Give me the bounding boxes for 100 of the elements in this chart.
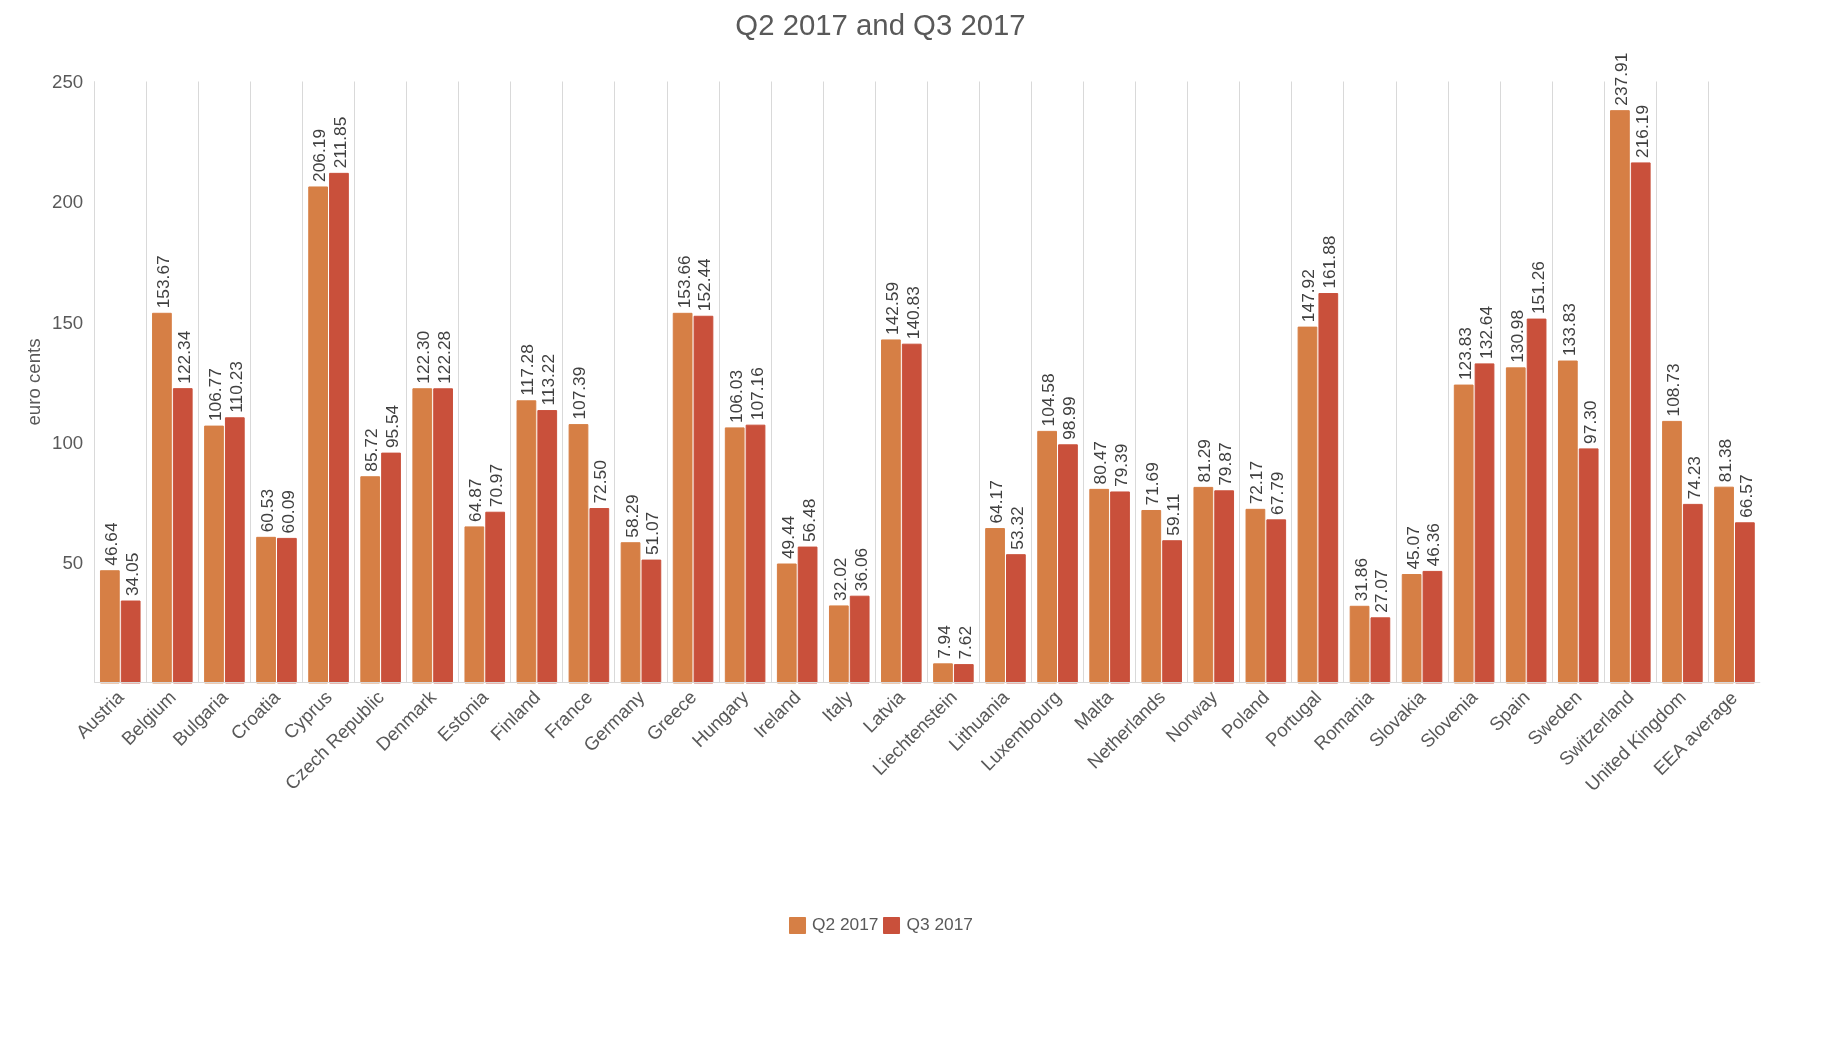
- data-label: 140.83: [902, 286, 923, 340]
- data-label: 71.69: [1142, 462, 1163, 506]
- bar: [776, 563, 797, 684]
- data-label: 72.50: [590, 460, 611, 504]
- bar: [204, 425, 224, 684]
- data-label: 64.17: [986, 480, 1007, 524]
- data-label: 80.47: [1090, 440, 1111, 485]
- data-label: 107.16: [746, 367, 767, 421]
- data-label: 106.77: [204, 368, 225, 422]
- y-tick-label: 100: [52, 431, 84, 453]
- bar: [1714, 486, 1734, 684]
- bar: [1662, 420, 1682, 684]
- bar: [1058, 444, 1078, 684]
- data-label: 46.36: [1423, 523, 1444, 567]
- data-label: 7.94: [933, 624, 954, 659]
- data-label: 161.88: [1319, 235, 1340, 289]
- bar: [1214, 490, 1235, 684]
- data-label: 147.92: [1298, 269, 1319, 323]
- data-label: 79.87: [1215, 442, 1236, 486]
- data-label: 72.17: [1246, 460, 1267, 505]
- data-label: 122.28: [434, 330, 455, 384]
- data-label: 153.67: [152, 255, 173, 309]
- data-label: 64.87: [465, 478, 486, 522]
- data-label: 216.19: [1631, 104, 1652, 158]
- data-label: 58.29: [621, 494, 642, 538]
- bar: [433, 388, 453, 684]
- data-label: 59.11: [1163, 493, 1184, 536]
- bar: [1006, 554, 1026, 684]
- bar: [568, 424, 589, 684]
- data-label: 27.07: [1371, 569, 1392, 613]
- bar: [256, 536, 276, 684]
- data-label: 67.79: [1267, 471, 1288, 515]
- bar: [797, 546, 818, 684]
- data-label: 32.02: [829, 557, 850, 601]
- bar: [672, 312, 693, 684]
- data-label: 133.83: [1558, 303, 1579, 357]
- data-label: 211.85: [329, 116, 350, 169]
- data-label: 152.44: [694, 257, 715, 312]
- data-label: 110.23: [225, 361, 246, 413]
- data-label: 81.38: [1715, 438, 1736, 483]
- bar: [412, 388, 433, 684]
- data-label: 74.23: [1683, 456, 1704, 500]
- bar: [485, 511, 506, 684]
- bar: [724, 427, 745, 684]
- bar: [1578, 448, 1599, 684]
- bar: [1401, 574, 1422, 684]
- data-label: 36.06: [850, 547, 871, 592]
- data-label: 79.39: [1111, 443, 1132, 487]
- bar: [1089, 488, 1110, 684]
- bar: [641, 559, 662, 684]
- bar: [464, 526, 485, 684]
- data-label: 81.29: [1194, 439, 1215, 483]
- bar: [1037, 430, 1057, 684]
- legend-label: Q2 2017: [812, 914, 879, 935]
- data-label: 123.83: [1454, 327, 1475, 381]
- data-label: 95.54: [382, 404, 403, 449]
- data-label: 106.03: [725, 369, 746, 423]
- bar: [953, 664, 974, 684]
- bar: [277, 537, 297, 684]
- data-label: 122.30: [413, 330, 434, 384]
- bar: [1162, 540, 1182, 684]
- y-tick-label: 200: [52, 191, 84, 213]
- bar: [985, 528, 1005, 684]
- x-tick-label: Italy: [817, 686, 858, 726]
- data-label: 98.99: [1058, 396, 1079, 440]
- bar: [1297, 326, 1318, 684]
- bar: [1474, 363, 1495, 684]
- bar: [1526, 318, 1547, 684]
- bar: [381, 452, 401, 684]
- data-label: 206.19: [309, 128, 330, 182]
- bar: [620, 542, 641, 684]
- bar: [1557, 360, 1578, 684]
- data-label: 108.73: [1662, 363, 1683, 417]
- data-label: 113.22: [538, 353, 559, 406]
- bar: [1735, 522, 1755, 684]
- data-label: 51.07: [642, 511, 663, 556]
- bar: [1349, 605, 1370, 684]
- bar: [849, 595, 870, 684]
- data-label: 151.26: [1527, 261, 1548, 315]
- bar: [1422, 570, 1443, 684]
- data-label: 237.91: [1610, 52, 1631, 106]
- chart-title: Q2 2017 and Q3 2017: [735, 7, 1026, 41]
- legend-label: Q3 2017: [906, 914, 973, 935]
- bar: [1318, 293, 1339, 684]
- bar: [745, 424, 766, 684]
- data-label: 130.98: [1506, 309, 1527, 363]
- bar: [1193, 486, 1214, 684]
- y-axis-title: euro cents: [23, 338, 45, 426]
- data-label: 117.28: [517, 344, 538, 396]
- bar: [1370, 617, 1391, 684]
- bar: [881, 339, 901, 684]
- bar: [516, 400, 537, 684]
- data-label: 7.62: [954, 625, 975, 660]
- bar: [1266, 519, 1287, 684]
- bar: [224, 417, 245, 684]
- bar: [1682, 503, 1703, 684]
- data-label: 56.48: [798, 498, 819, 543]
- data-label: 142.59: [881, 281, 902, 335]
- bar: [933, 663, 953, 684]
- data-label: 45.07: [1402, 526, 1423, 570]
